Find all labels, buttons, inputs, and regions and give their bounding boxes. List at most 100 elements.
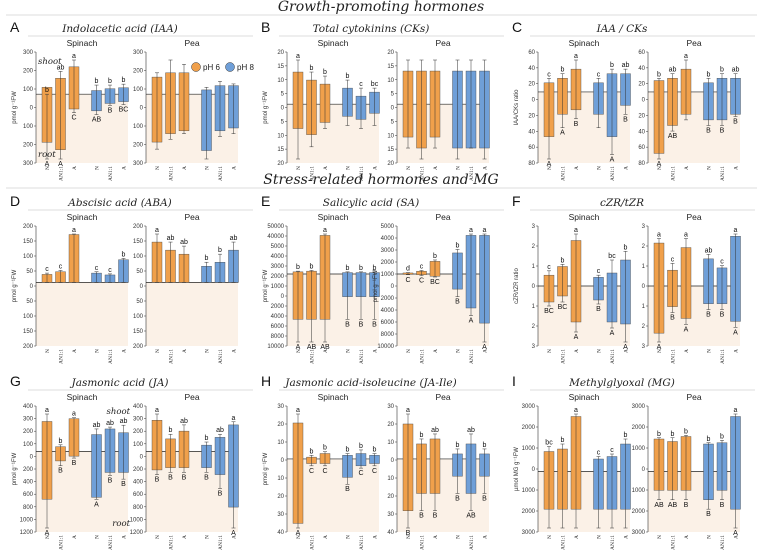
significance-letter-root: AB: [320, 344, 330, 351]
category-label: N: [205, 535, 211, 539]
category-label: AN1:1: [310, 349, 316, 364]
category-label: A: [684, 349, 690, 353]
significance-letter-shoot: b: [359, 443, 363, 450]
y-tick-label: 2000: [271, 304, 285, 310]
significance-letter-shoot: b: [561, 257, 565, 264]
panel-label: C: [512, 19, 522, 35]
significance-letter-root: B: [108, 107, 113, 114]
y-tick-label: 20: [638, 113, 645, 119]
category-label: A: [122, 166, 128, 170]
significance-letter-shoot: ab: [431, 427, 439, 434]
subplot-title-spinach: Spinach: [67, 212, 98, 222]
y-tick-label: 15: [277, 64, 284, 70]
y-tick-label: 2: [642, 324, 646, 330]
significance-letter-root: A: [45, 530, 50, 537]
y-axis-label: IAA/CKs ratio: [514, 89, 520, 126]
y-tick-label: 40: [277, 530, 284, 536]
subplot-title-pea: Pea: [686, 212, 701, 222]
category-label: N: [205, 166, 211, 170]
category-label: A: [574, 535, 580, 539]
y-tick-label: 1200: [20, 530, 34, 536]
y-axis-label: pmol g⁻¹FW: [263, 91, 269, 124]
panel-a: A Indolacetic acid (IAA) Spinach 300 200 100 0…: [10, 19, 254, 181]
category-label: A: [734, 349, 740, 353]
y-tick-label: 2000: [522, 425, 536, 431]
y-tick-label: 40: [638, 66, 645, 72]
category-label: AN1:1: [610, 535, 616, 550]
significance-letter-shoot: c: [59, 263, 63, 270]
y-tick-label: 6000: [381, 320, 395, 326]
category-label: A: [734, 166, 740, 170]
significance-letter-root: B: [684, 502, 689, 509]
y-tick-label: 0: [391, 458, 395, 464]
y-tick-label: 30: [387, 512, 394, 518]
y-tick-label: 0: [140, 106, 144, 112]
significance-letter-shoot: ab: [93, 422, 101, 429]
category-label: A: [373, 535, 379, 539]
category-label: A: [433, 535, 439, 539]
y-tick-label: 40: [387, 530, 394, 536]
y-tick-label: 5: [391, 119, 395, 125]
panel-label: D: [10, 193, 20, 209]
significance-letter-root: B: [108, 477, 113, 484]
significance-letter-shoot: c: [45, 266, 49, 273]
y-tick-label: 3: [532, 224, 536, 230]
significance-letter-shoot: b: [346, 447, 350, 454]
significance-letter-shoot: b: [310, 65, 314, 72]
significance-letter-shoot: a: [72, 227, 76, 234]
significance-letter-shoot: d: [406, 266, 410, 273]
y-tick-label: 5000: [381, 224, 395, 230]
significance-letter-shoot: b: [561, 67, 565, 74]
panel-label: A: [10, 19, 20, 35]
category-label: A: [323, 166, 329, 170]
y-tick-label: 0: [281, 458, 285, 464]
y-tick-label: 20: [387, 494, 394, 500]
y-axis-label: pmol g⁻¹FW: [263, 269, 269, 302]
significance-letter-shoot: bc: [371, 81, 379, 88]
significance-letter-shoot: ab: [669, 67, 677, 74]
y-tick-label: 20: [638, 82, 645, 88]
category-label: A: [232, 166, 238, 170]
category-label: N: [406, 166, 412, 170]
significance-letter-shoot: c: [547, 71, 551, 78]
y-tick-label: 0: [532, 284, 536, 290]
y-tick-label: 60: [528, 50, 535, 56]
y-tick-label: 0: [281, 294, 285, 300]
significance-letter-root: C: [322, 468, 327, 475]
category-label: A: [624, 535, 630, 539]
y-axis-label: pmol g⁻¹FW: [373, 269, 379, 302]
significance-letter-root: BC: [430, 279, 440, 286]
panel-label: F: [512, 193, 521, 209]
significance-letter-shoot: c: [95, 265, 99, 272]
panel-label: B: [261, 19, 270, 35]
shoot-label: shoot: [107, 407, 131, 417]
significance-letter-shoot: ab: [230, 235, 238, 242]
y-tick-label: 0: [140, 454, 144, 460]
significance-letter-root: AB: [92, 117, 102, 124]
subplot-title-spinach: Spinach: [569, 212, 600, 222]
y-tick-label: 1: [532, 304, 536, 310]
significance-letter-shoot: b: [122, 251, 126, 258]
y-tick-label: 200: [133, 69, 144, 75]
category-label: AN1:1: [561, 166, 567, 181]
y-tick-label: 300: [133, 161, 144, 167]
significance-letter-root: A: [469, 318, 474, 325]
root-label: root: [38, 150, 56, 160]
legend-label-ph6: pH 6: [203, 63, 220, 72]
significance-letter-shoot: a: [574, 53, 578, 60]
y-tick-label: 300: [23, 50, 34, 56]
significance-letter-shoot: a: [72, 53, 76, 60]
y-tick-label: 20: [277, 50, 284, 56]
significance-letter-shoot: b: [346, 73, 350, 80]
significance-letter-shoot: b: [456, 442, 460, 449]
significance-letter-shoot: a: [296, 407, 300, 414]
significance-letter-root: A: [684, 326, 689, 333]
category-label: AN1:1: [469, 349, 475, 364]
y-tick-label: 0: [391, 284, 395, 290]
y-tick-label: 3000: [522, 530, 536, 536]
y-tick-label: 2000: [522, 509, 536, 515]
significance-letter-shoot: a: [734, 227, 738, 234]
significance-letter-root: AB: [307, 344, 317, 351]
significance-letter-root: B: [406, 530, 411, 537]
y-tick-label: 10000: [267, 344, 284, 350]
